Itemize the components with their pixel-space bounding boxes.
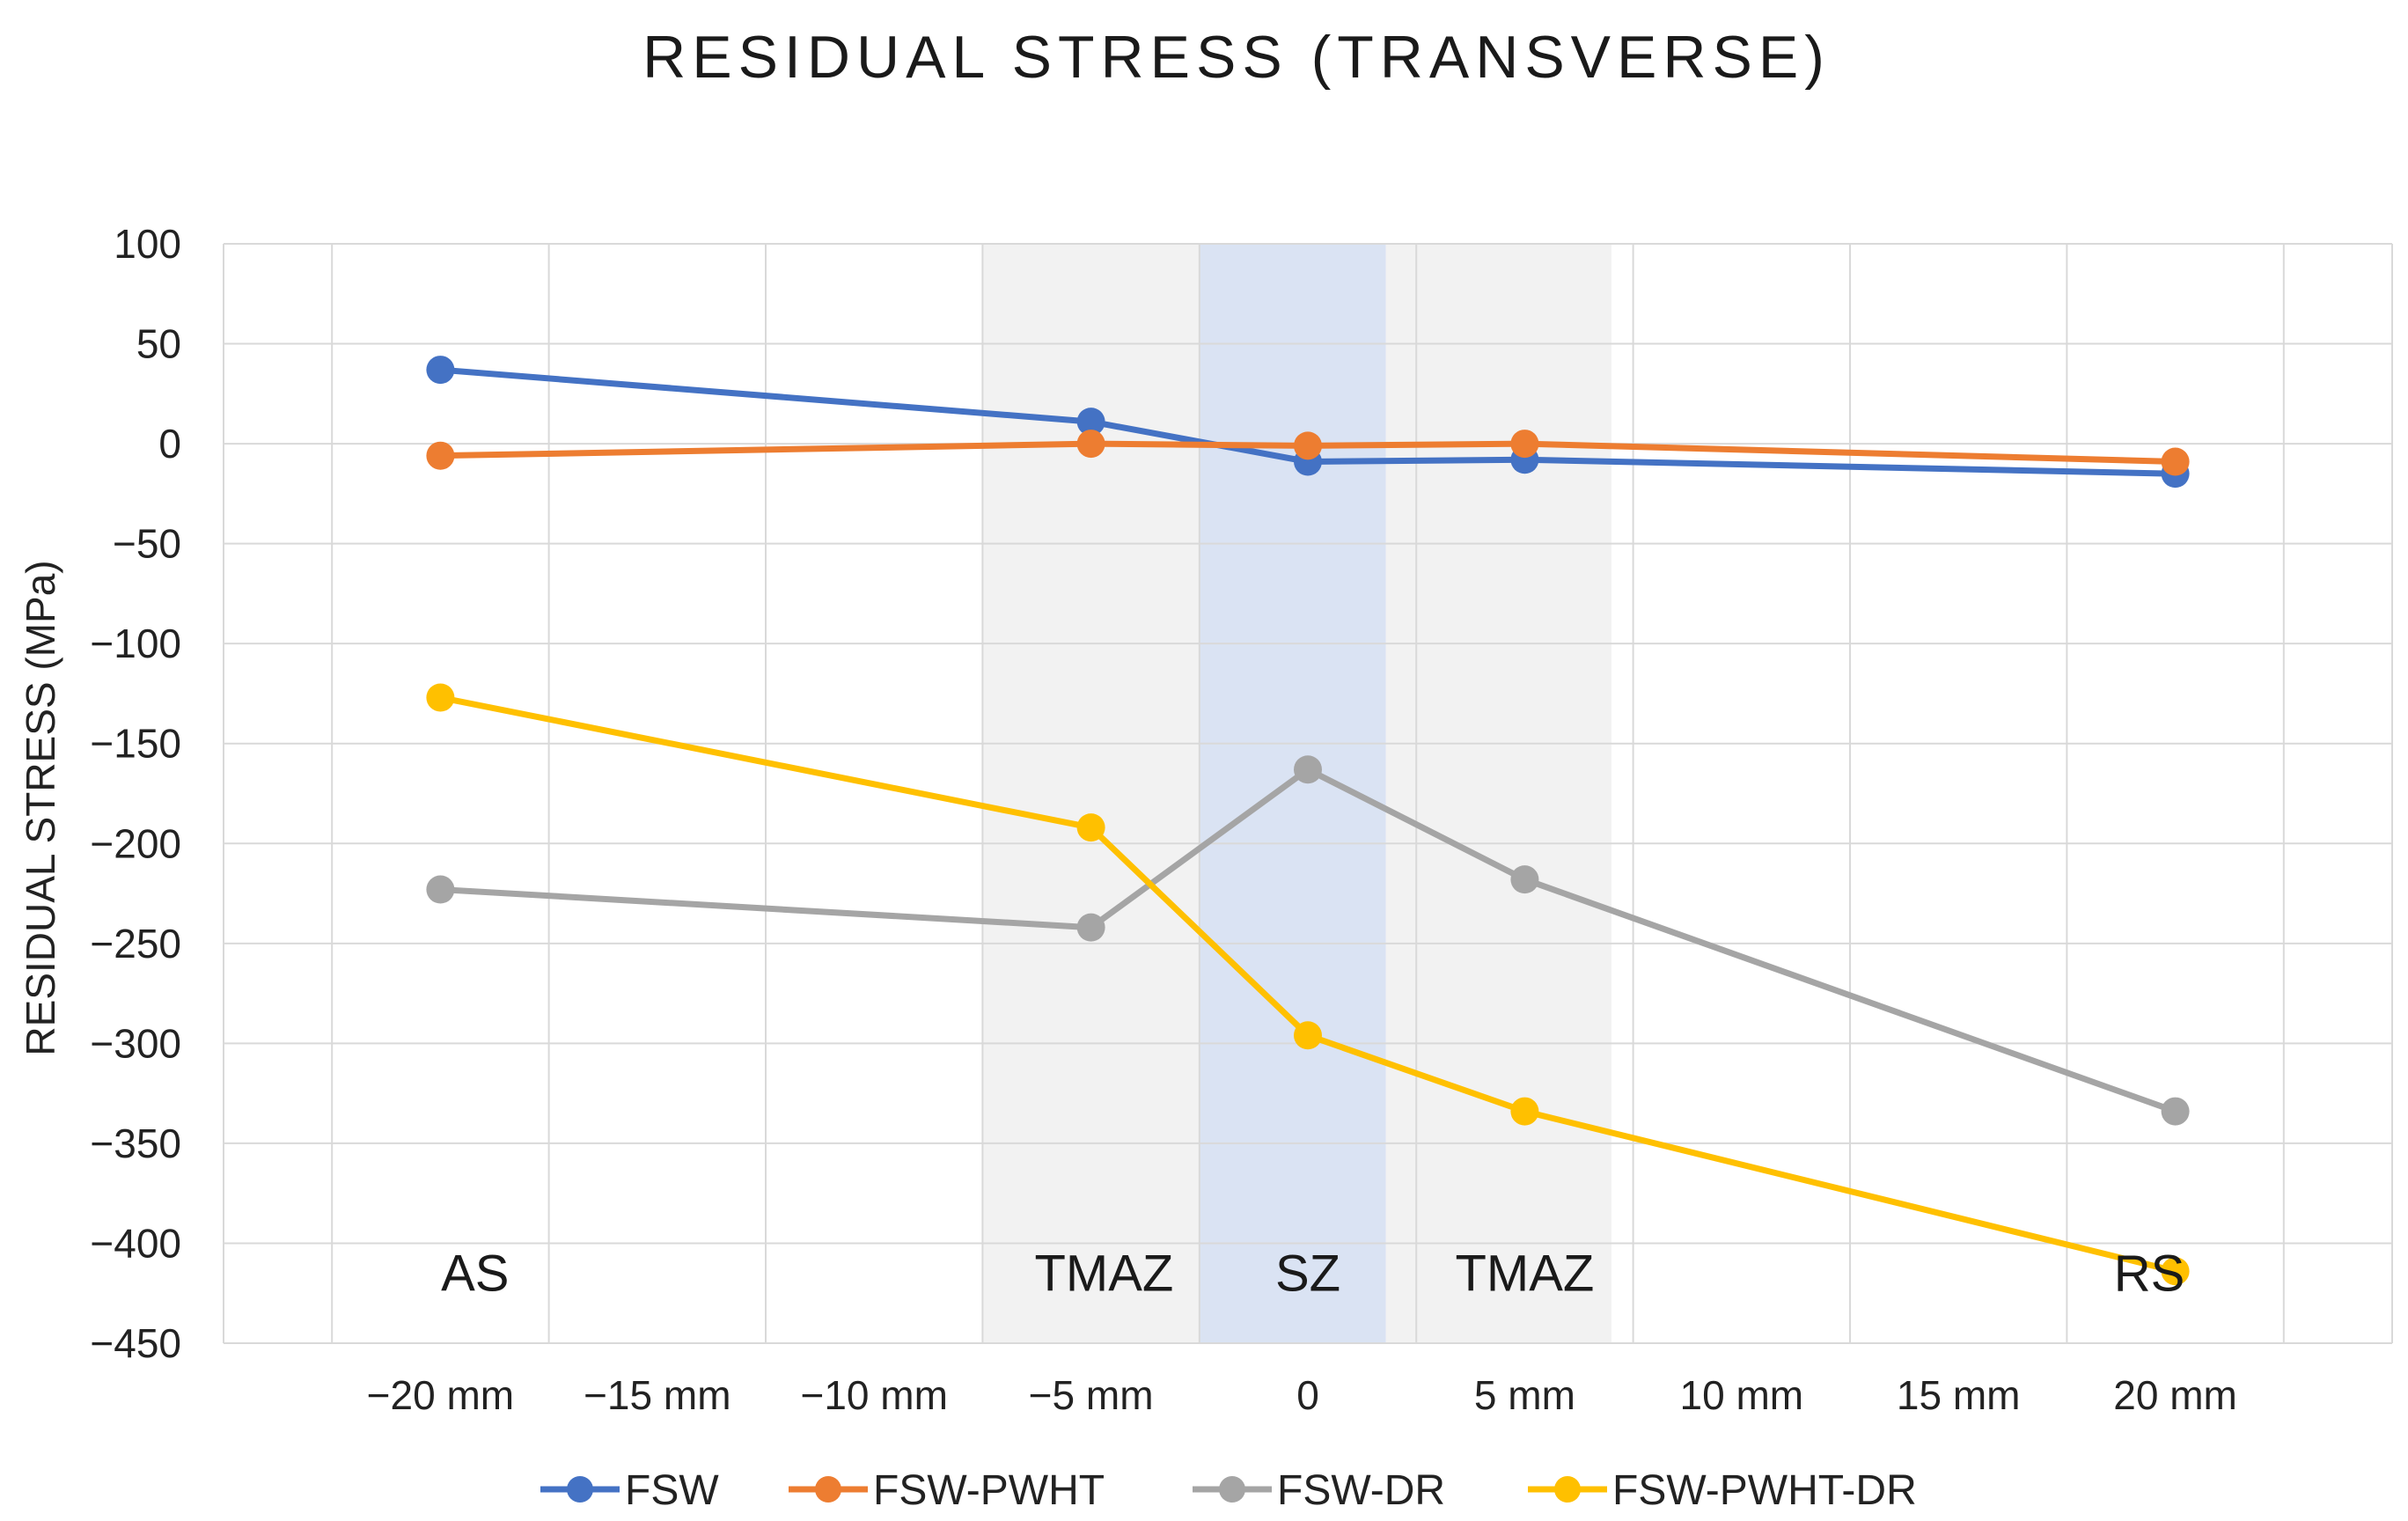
data-point-fsw-pwht xyxy=(426,441,455,470)
y-tick-label: −150 xyxy=(90,721,181,767)
data-point-fsw-pwht-dr xyxy=(2161,1257,2190,1286)
legend-marker-fsw xyxy=(567,1476,593,1503)
legend-label-fsw: FSW xyxy=(625,1467,719,1514)
x-axis-ticks: −20 mm −15 mm −10 mm −5 mm 0 5 mm 10 mm 15 mm 20… xyxy=(367,1372,2237,1418)
y-axis-ticks: 100 50 0 −50 −100 −150 −200 −250 −300 −350 −400 −45… xyxy=(90,221,181,1366)
x-tick-label: 10 mm xyxy=(1680,1372,1804,1418)
data-point-fsw-pwht xyxy=(1510,430,1539,459)
x-tick-label: 15 mm xyxy=(1897,1372,2021,1418)
zone-region-3 xyxy=(1385,244,1611,1343)
data-point-fsw-pwht-dr xyxy=(1510,1097,1539,1126)
legend-marker-fsw-pwht xyxy=(815,1476,841,1503)
x-tick-label: 20 mm xyxy=(2113,1372,2237,1418)
legend-label-fsw-pwht-dr: FSW-PWHT-DR xyxy=(1612,1467,1917,1514)
data-point-fsw-dr xyxy=(1076,913,1105,942)
data-point-fsw-pwht-dr xyxy=(1294,1021,1322,1050)
zone-label: AS xyxy=(441,1245,509,1303)
x-tick-label: 5 mm xyxy=(1474,1372,1575,1418)
legend: FSW FSW-PWHT FSW-DR FSW-PWHT-DR xyxy=(540,1467,1917,1514)
zone-shading xyxy=(982,244,1611,1343)
legend-marker-fsw-dr xyxy=(1219,1476,1245,1503)
data-point-fsw-pwht-dr xyxy=(426,683,455,712)
y-tick-label: 100 xyxy=(114,221,181,267)
zone-label: SZ xyxy=(1275,1245,1340,1303)
y-tick-label: −350 xyxy=(90,1121,181,1166)
data-point-fsw-pwht xyxy=(1076,430,1105,459)
data-point-fsw-dr xyxy=(1510,865,1539,894)
legend-label-fsw-dr: FSW-DR xyxy=(1277,1467,1445,1514)
y-tick-label: −50 xyxy=(113,521,181,567)
zone-label: RS xyxy=(2114,1245,2185,1303)
x-tick-label: −20 mm xyxy=(367,1372,514,1418)
data-point-fsw-pwht-dr xyxy=(1076,813,1105,842)
legend-label-fsw-pwht: FSW-PWHT xyxy=(873,1467,1105,1514)
chart-title: RESIDUAL STRESS (TRANSVERSE) xyxy=(642,24,1831,91)
y-tick-label: −100 xyxy=(90,621,181,666)
y-tick-label: −400 xyxy=(90,1220,181,1266)
x-tick-label: −10 mm xyxy=(800,1372,947,1418)
y-axis-label: RESIDUAL STRESS (MPa) xyxy=(18,560,63,1055)
data-point-fsw-pwht xyxy=(1294,431,1322,460)
zone-label: TMAZ xyxy=(1034,1245,1173,1303)
data-point-fsw xyxy=(1076,408,1105,437)
y-tick-label: −200 xyxy=(90,820,181,866)
data-point-fsw xyxy=(426,356,455,385)
y-tick-label: 50 xyxy=(136,321,181,367)
y-tick-label: −450 xyxy=(90,1320,181,1366)
y-tick-label: −300 xyxy=(90,1020,181,1066)
x-tick-label: −5 mm xyxy=(1029,1372,1154,1418)
y-tick-label: −250 xyxy=(90,921,181,966)
zone-label: TMAZ xyxy=(1455,1245,1594,1303)
data-point-fsw-pwht xyxy=(2161,447,2190,476)
data-point-fsw-dr xyxy=(2161,1097,2190,1126)
data-point-fsw-dr xyxy=(1294,755,1322,784)
legend-marker-fsw-pwht-dr xyxy=(1554,1476,1581,1503)
zone-labels: AS TMAZ SZ TMAZ RS xyxy=(441,1245,2184,1303)
y-tick-label: 0 xyxy=(158,421,181,467)
series-lines xyxy=(426,356,2190,1286)
x-tick-label: 0 xyxy=(1296,1372,1319,1418)
x-tick-label: −15 mm xyxy=(584,1372,730,1418)
gridlines xyxy=(223,243,2393,1344)
data-point-fsw-dr xyxy=(426,875,455,904)
